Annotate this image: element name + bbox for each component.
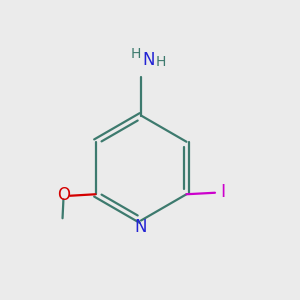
Text: H: H: [131, 47, 141, 61]
Text: O: O: [57, 186, 70, 204]
Text: N: N: [135, 218, 147, 236]
Text: I: I: [221, 183, 226, 201]
Text: H: H: [156, 56, 166, 69]
Text: N: N: [142, 51, 155, 69]
